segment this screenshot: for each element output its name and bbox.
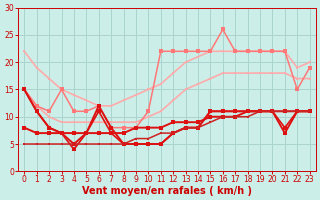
X-axis label: Vent moyen/en rafales ( km/h ): Vent moyen/en rafales ( km/h )	[82, 186, 252, 196]
